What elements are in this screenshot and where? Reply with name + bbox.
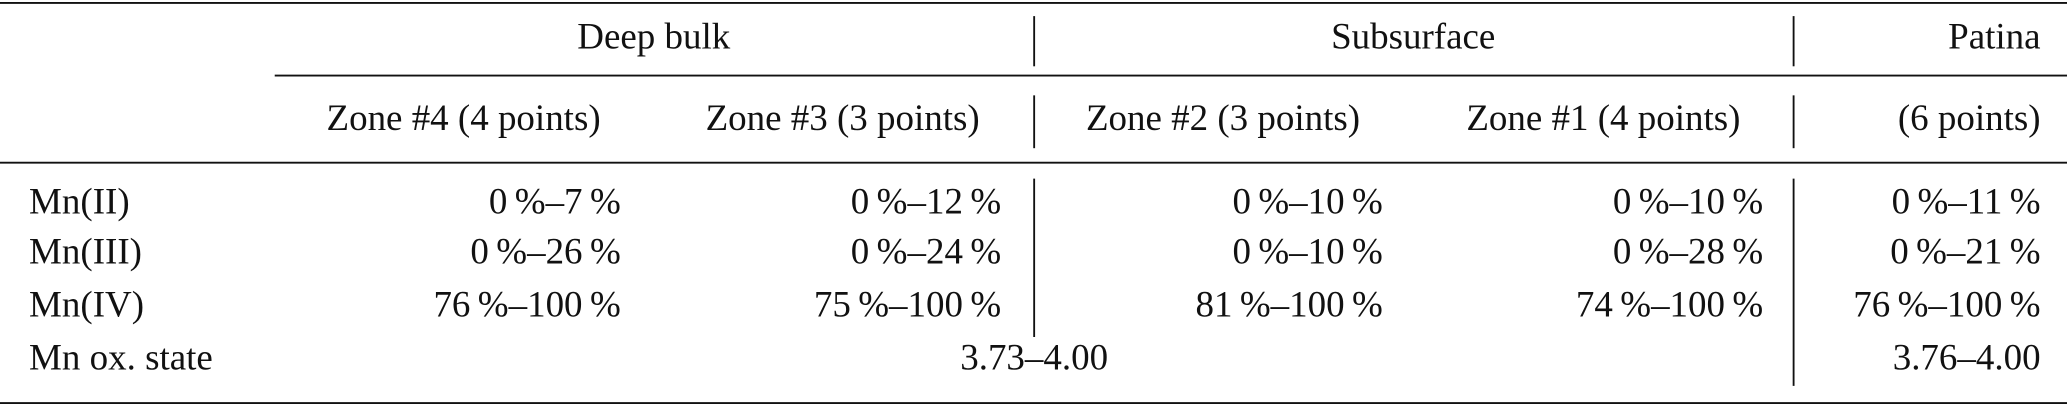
cell: 3.73–4.00 (960, 336, 1108, 377)
row-label: Mn(IV) (29, 283, 144, 325)
cell: 76 %–100 % (1853, 283, 2040, 324)
cell: 0 %–21 % (1890, 231, 2040, 272)
cell: 0 %–7 % (489, 180, 621, 221)
cell: 0 %–24 % (851, 231, 1001, 272)
row-label: Mn ox. state (29, 336, 213, 377)
row-label: Mn(III) (29, 231, 142, 273)
cell: 74 %–100 % (1576, 283, 1763, 324)
column-header: Zone #2 (3 points) (1086, 97, 1360, 139)
cell: 0 %–10 % (1232, 231, 1382, 272)
cell: 75 %–100 % (814, 283, 1001, 324)
cell: 0 %–12 % (851, 180, 1001, 221)
column-header: (6 points) (1898, 97, 2041, 139)
column-header: Zone #3 (3 points) (706, 97, 980, 139)
cell: 81 %–100 % (1196, 283, 1383, 324)
column-header: Zone #1 (4 points) (1466, 97, 1740, 139)
group-header: Deep bulk (577, 15, 730, 56)
cell: 3.76–4.00 (1893, 336, 2041, 377)
cell: 0 %–10 % (1232, 180, 1382, 221)
group-header: Subsurface (1331, 15, 1495, 56)
cell: 0 %–10 % (1613, 180, 1763, 221)
row-label: Mn(II) (29, 180, 130, 222)
cell: 0 %–11 % (1892, 180, 2041, 221)
cell: 0 %–28 % (1613, 231, 1763, 272)
column-header: Zone #4 (4 points) (327, 97, 601, 139)
cell: 0 %–26 % (470, 231, 620, 272)
cell: 76 %–100 % (433, 283, 620, 324)
group-header: Patina (1948, 15, 2040, 56)
